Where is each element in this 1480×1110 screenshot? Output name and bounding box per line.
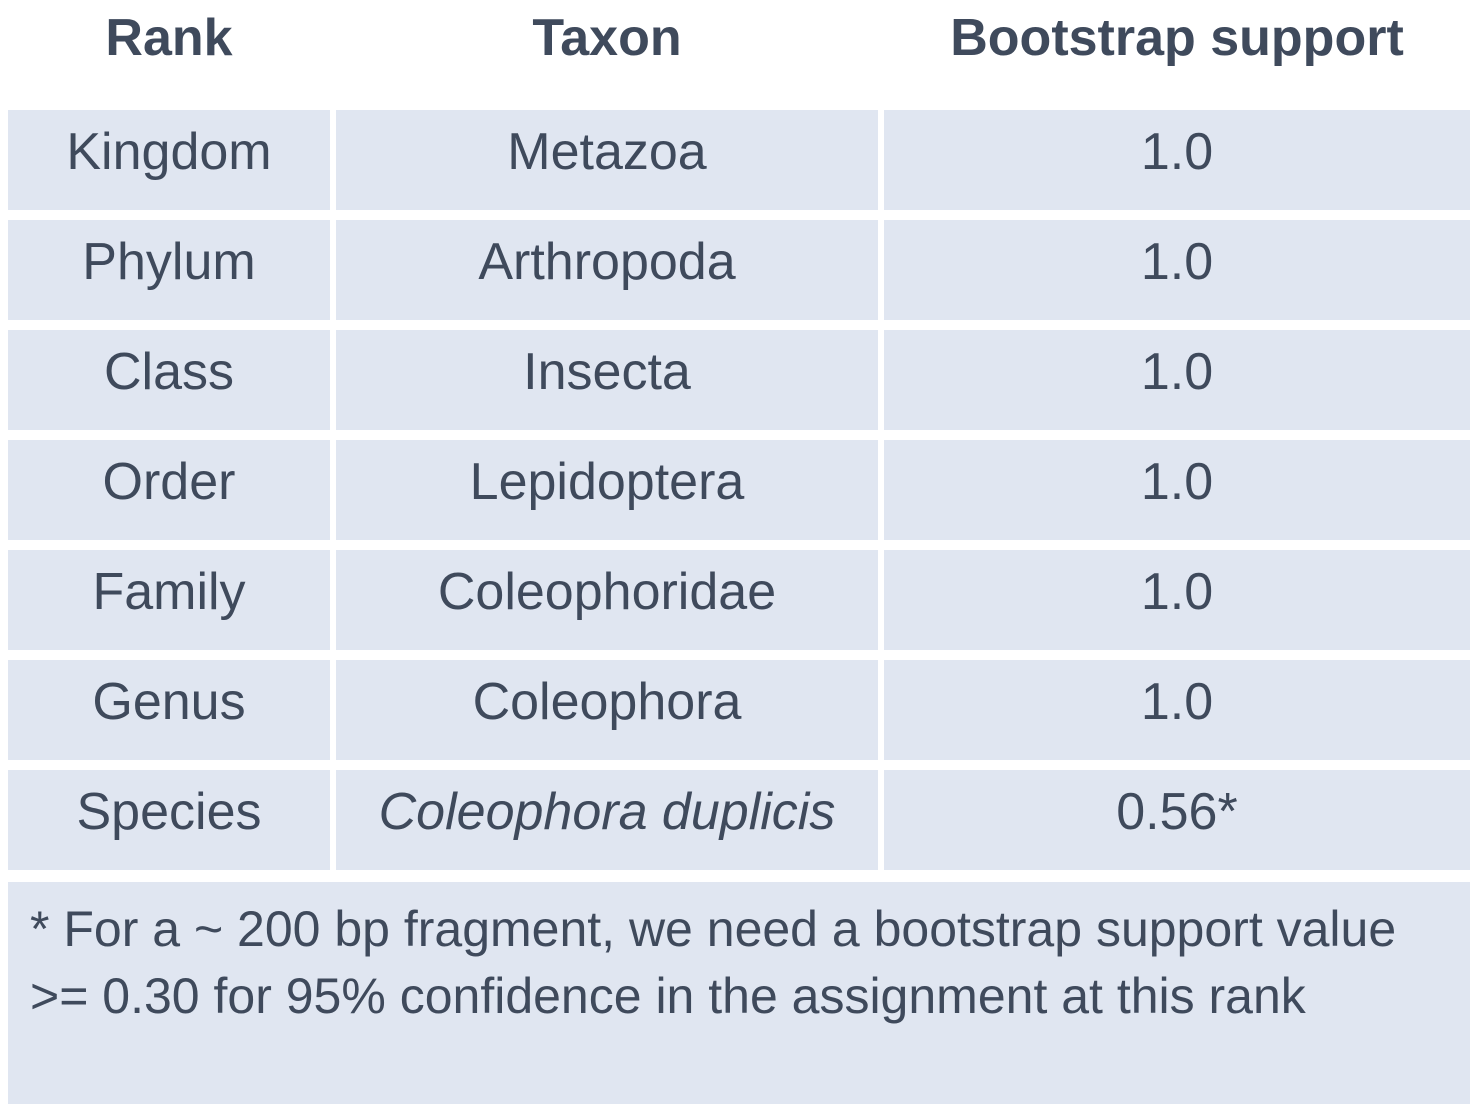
cell-rank: Order [8,440,330,540]
cell-bootstrap: 1.0 [884,550,1470,650]
cell-rank: Family [8,550,330,650]
table-row: Order Lepidoptera 1.0 [0,440,1480,540]
cell-taxon: Metazoa [336,110,878,210]
cell-bootstrap: 1.0 [884,110,1470,210]
cell-bootstrap: 0.56* [884,770,1470,870]
cell-bootstrap: 1.0 [884,330,1470,430]
table-row: Kingdom Metazoa 1.0 [0,110,1480,210]
table-footnote: * For a ~ 200 bp fragment, we need a boo… [8,882,1470,1104]
table-row: Class Insecta 1.0 [0,330,1480,430]
cell-rank: Phylum [8,220,330,320]
cell-taxon: Arthropoda [336,220,878,320]
cell-taxon: Lepidoptera [336,440,878,540]
table-row: Species Coleophora duplicis 0.56* [0,770,1480,870]
cell-taxon: Coleophora [336,660,878,760]
header-bootstrap-support: Bootstrap support [950,9,1404,67]
cell-rank: Species [8,770,330,870]
cell-taxon-species: Coleophora duplicis [336,770,878,870]
cell-taxon: Coleophoridae [336,550,878,650]
cell-rank: Kingdom [8,110,330,210]
header-taxon: Taxon [532,9,682,67]
cell-bootstrap: 1.0 [884,660,1470,760]
cell-taxon: Insecta [336,330,878,430]
cell-bootstrap: 1.0 [884,220,1470,320]
table-row: Phylum Arthropoda 1.0 [0,220,1480,320]
header-rank: Rank [105,9,233,67]
cell-rank: Genus [8,660,330,760]
cell-bootstrap: 1.0 [884,440,1470,540]
table-row: Family Coleophoridae 1.0 [0,550,1480,650]
cell-rank: Class [8,330,330,430]
table-row: Genus Coleophora 1.0 [0,660,1480,760]
table-header-row: Rank Taxon Bootstrap support [0,0,1480,100]
